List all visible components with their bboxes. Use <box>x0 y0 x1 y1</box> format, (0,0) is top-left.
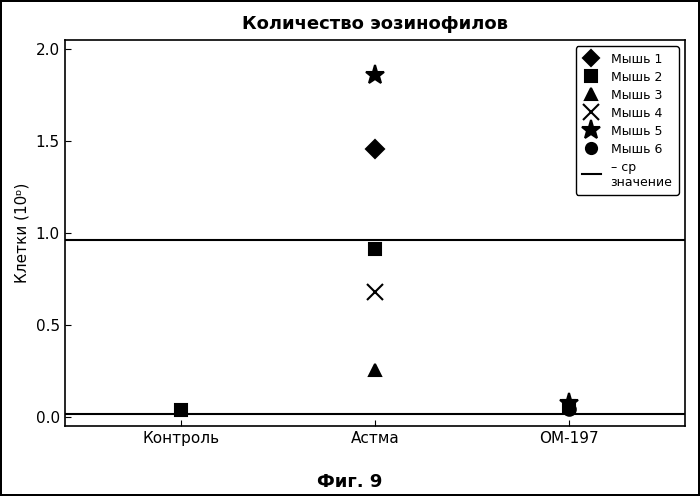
Text: Фиг. 9: Фиг. 9 <box>317 473 383 491</box>
Y-axis label: Клетки (10ᶛ): Клетки (10ᶛ) <box>15 183 30 283</box>
Legend: Мышь 1, Мышь 2, Мышь 3, Мышь 4, Мышь 5, Мышь 6, – ср
значение: Мышь 1, Мышь 2, Мышь 3, Мышь 4, Мышь 5, … <box>575 46 679 195</box>
Title: Количество эозинофилов: Количество эозинофилов <box>241 15 508 33</box>
